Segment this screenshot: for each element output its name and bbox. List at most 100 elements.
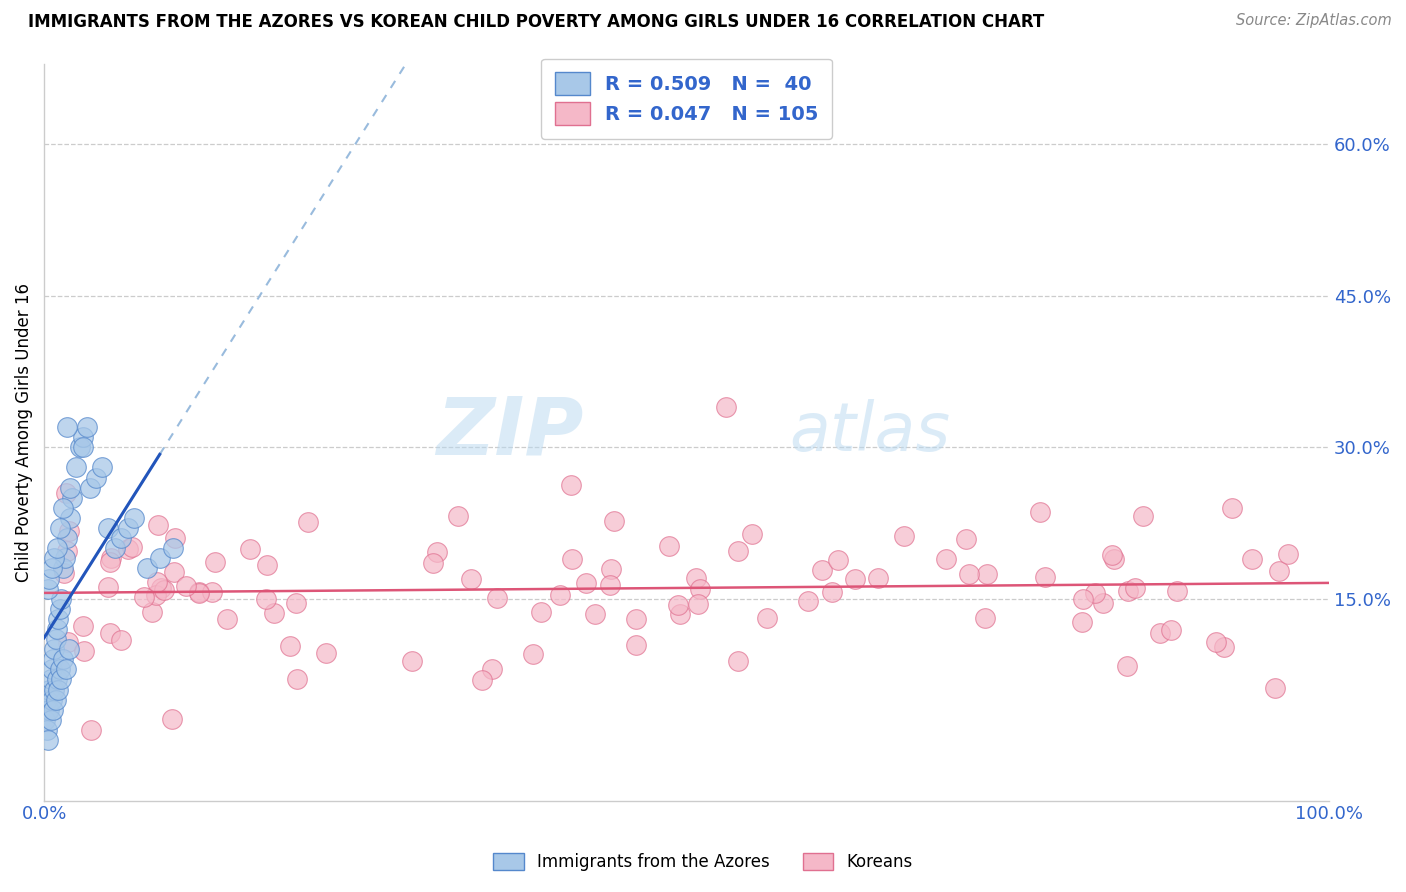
Point bbox=[217, 611, 239, 625]
Point bbox=[471, 673, 494, 687]
Point bbox=[821, 585, 844, 599]
Point bbox=[163, 532, 186, 546]
Point bbox=[52, 561, 75, 575]
Point bbox=[688, 597, 710, 611]
Point bbox=[1029, 505, 1052, 519]
Point bbox=[1132, 508, 1154, 523]
Point bbox=[561, 552, 583, 566]
Point bbox=[72, 619, 94, 633]
Point bbox=[149, 581, 172, 595]
Point bbox=[34, 713, 56, 727]
Point bbox=[1205, 634, 1227, 648]
Point bbox=[974, 611, 997, 625]
Point bbox=[658, 539, 681, 553]
Text: Source: ZipAtlas.com: Source: ZipAtlas.com bbox=[1236, 13, 1392, 29]
Point bbox=[422, 556, 444, 570]
Point bbox=[46, 622, 69, 636]
Point bbox=[90, 460, 112, 475]
Point bbox=[727, 654, 749, 668]
Point bbox=[60, 491, 83, 505]
Point bbox=[35, 723, 58, 737]
Point bbox=[149, 551, 172, 566]
Point bbox=[827, 552, 849, 566]
Point bbox=[44, 642, 66, 657]
Point bbox=[935, 552, 957, 566]
Point bbox=[1092, 597, 1115, 611]
Point bbox=[583, 607, 606, 621]
Text: atlas: atlas bbox=[789, 399, 950, 465]
Point bbox=[1149, 626, 1171, 640]
Point bbox=[285, 672, 308, 686]
Point bbox=[42, 703, 65, 717]
Point bbox=[957, 566, 980, 581]
Point bbox=[132, 590, 155, 604]
Point bbox=[49, 591, 72, 606]
Point bbox=[56, 420, 79, 434]
Point bbox=[73, 644, 96, 658]
Point bbox=[1240, 552, 1263, 566]
Point bbox=[45, 632, 67, 646]
Point bbox=[1070, 615, 1092, 629]
Point bbox=[560, 478, 582, 492]
Point bbox=[141, 605, 163, 619]
Point bbox=[668, 607, 690, 622]
Point bbox=[97, 521, 120, 535]
Point bbox=[1166, 584, 1188, 599]
Point bbox=[741, 526, 763, 541]
Point bbox=[46, 682, 69, 697]
Point bbox=[55, 662, 77, 676]
Point bbox=[41, 692, 63, 706]
Point bbox=[1101, 548, 1123, 562]
Point bbox=[146, 518, 169, 533]
Point bbox=[117, 541, 139, 556]
Point bbox=[666, 598, 689, 612]
Point bbox=[575, 576, 598, 591]
Point bbox=[844, 572, 866, 586]
Point bbox=[284, 596, 307, 610]
Point bbox=[187, 585, 209, 599]
Point bbox=[37, 703, 59, 717]
Point bbox=[460, 572, 482, 586]
Point bbox=[187, 585, 209, 599]
Point bbox=[1033, 570, 1056, 584]
Point bbox=[52, 652, 75, 666]
Point bbox=[146, 575, 169, 590]
Point bbox=[486, 591, 509, 605]
Point bbox=[756, 611, 779, 625]
Point bbox=[1073, 592, 1095, 607]
Point bbox=[41, 662, 63, 676]
Point bbox=[72, 440, 94, 454]
Point bbox=[55, 486, 77, 500]
Point bbox=[204, 555, 226, 569]
Point bbox=[685, 570, 707, 584]
Point bbox=[39, 713, 62, 727]
Point bbox=[37, 582, 59, 596]
Point bbox=[56, 531, 79, 545]
Point bbox=[80, 723, 103, 737]
Point bbox=[110, 632, 132, 647]
Point bbox=[1116, 583, 1139, 598]
Text: IMMIGRANTS FROM THE AZORES VS KOREAN CHILD POVERTY AMONG GIRLS UNDER 16 CORRELAT: IMMIGRANTS FROM THE AZORES VS KOREAN CHI… bbox=[28, 13, 1045, 31]
Point bbox=[79, 481, 101, 495]
Point bbox=[110, 531, 132, 545]
Point bbox=[447, 509, 470, 524]
Point bbox=[811, 563, 834, 577]
Point bbox=[46, 612, 69, 626]
Point bbox=[46, 673, 69, 687]
Point bbox=[48, 521, 70, 535]
Point bbox=[53, 566, 76, 580]
Point bbox=[1160, 623, 1182, 637]
Point bbox=[100, 551, 122, 566]
Point bbox=[48, 602, 70, 616]
Point bbox=[35, 692, 58, 706]
Text: ZIP: ZIP bbox=[436, 393, 583, 471]
Point bbox=[624, 612, 647, 626]
Y-axis label: Child Poverty Among Girls Under 16: Child Poverty Among Girls Under 16 bbox=[15, 283, 32, 582]
Point bbox=[1123, 582, 1146, 596]
Point bbox=[58, 524, 80, 538]
Point bbox=[42, 652, 65, 666]
Point bbox=[426, 545, 449, 559]
Point bbox=[76, 420, 98, 434]
Point bbox=[239, 542, 262, 557]
Point bbox=[602, 514, 624, 528]
